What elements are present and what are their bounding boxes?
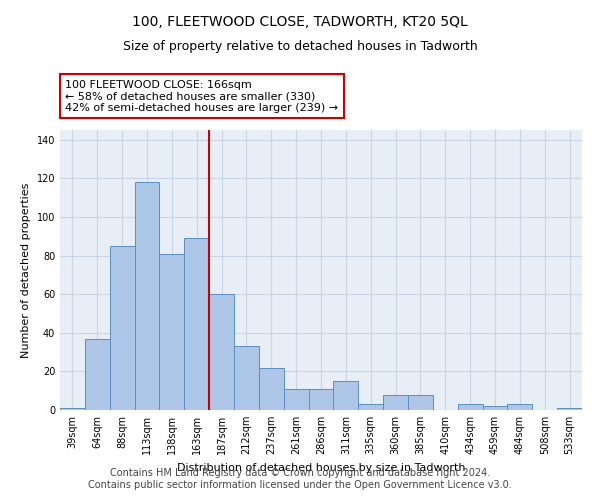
Bar <box>284 389 308 410</box>
X-axis label: Distribution of detached houses by size in Tadworth: Distribution of detached houses by size … <box>177 462 465 472</box>
Bar <box>358 404 383 410</box>
Bar <box>134 182 160 410</box>
Bar <box>508 404 532 410</box>
Bar <box>259 368 284 410</box>
Bar <box>85 338 110 410</box>
Bar <box>160 254 184 410</box>
Bar <box>557 408 582 410</box>
Text: Size of property relative to detached houses in Tadworth: Size of property relative to detached ho… <box>122 40 478 53</box>
Bar <box>482 406 508 410</box>
Bar <box>334 381 358 410</box>
Bar <box>60 408 85 410</box>
Bar <box>209 294 234 410</box>
Bar <box>458 404 482 410</box>
Bar <box>234 346 259 410</box>
Bar <box>110 246 134 410</box>
Bar <box>184 238 209 410</box>
Bar <box>408 394 433 410</box>
Bar <box>383 394 408 410</box>
Text: 100, FLEETWOOD CLOSE, TADWORTH, KT20 5QL: 100, FLEETWOOD CLOSE, TADWORTH, KT20 5QL <box>132 15 468 29</box>
Bar <box>308 389 334 410</box>
Y-axis label: Number of detached properties: Number of detached properties <box>21 182 31 358</box>
Text: Contains HM Land Registry data © Crown copyright and database right 2024.
Contai: Contains HM Land Registry data © Crown c… <box>88 468 512 490</box>
Text: 100 FLEETWOOD CLOSE: 166sqm
← 58% of detached houses are smaller (330)
42% of se: 100 FLEETWOOD CLOSE: 166sqm ← 58% of det… <box>65 80 338 113</box>
